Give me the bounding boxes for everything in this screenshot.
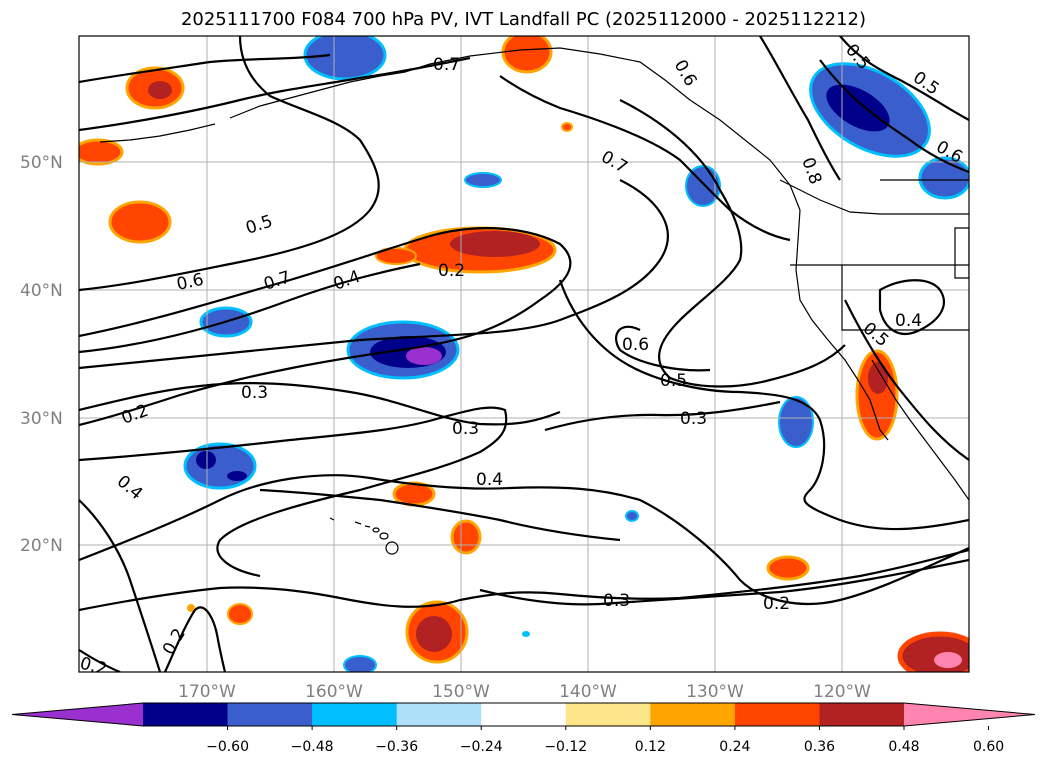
colorbar-extension-high	[904, 703, 1035, 726]
colorbar-tick-label: 0.12	[635, 739, 666, 755]
map-title: 2025111700 F084 700 hPa PV, IVT Landfall…	[180, 9, 867, 30]
contour-label: 0.3	[603, 591, 630, 611]
colorbar-segment	[481, 703, 567, 726]
contour-label: 0.4	[476, 470, 503, 490]
contour-label: 0.3	[241, 383, 268, 403]
colorbar-tick-label: −0.60	[206, 739, 249, 755]
lon-label: 170°W	[178, 682, 236, 702]
contour-label: 0.5	[660, 371, 687, 391]
colorbar: −0.60 −0.48 −0.36 −0.24 −0.12 0.12 0.24 0.36 0.4…	[11, 702, 1036, 755]
contour-labels: 0.7 0.7 0.5 0.5 0.6 0.8 0.5 0.6 0.7 0.4 …	[78, 40, 966, 680]
colorbar-segment	[819, 703, 905, 726]
contour-label: 0.3	[452, 419, 479, 439]
latitude-labels: 50°N 40°N 30°N 20°N	[20, 153, 63, 556]
colorbar-tick-label: 0.36	[804, 739, 835, 755]
colorbar-segment	[734, 703, 820, 726]
lon-label: 150°W	[432, 682, 490, 702]
colorbar-tick-label: −0.36	[375, 739, 418, 755]
contour-label: 0.2	[763, 594, 790, 614]
longitude-labels: 170°W 160°W 150°W 140°W 130°W 120°W	[178, 682, 871, 702]
coastlines	[99, 47, 969, 501]
contour-label: 0.6	[622, 335, 649, 355]
map-frame	[78, 35, 970, 673]
pv-contours	[79, 36, 969, 672]
hawaii-islands	[329, 517, 399, 555]
lon-label: 120°W	[813, 682, 871, 702]
contour-label: 0.4	[895, 311, 922, 331]
lat-label: 30°N	[20, 409, 63, 429]
colorbar-tick-label: 0.24	[719, 739, 750, 755]
colorbar-segment	[227, 703, 313, 726]
contour-label: 0.2	[438, 261, 465, 281]
contour-label: 0.2	[78, 654, 109, 680]
colorbar-segment	[565, 703, 651, 726]
colorbar-tick-label: −0.48	[291, 739, 334, 755]
colorbar-extension-low	[12, 703, 143, 726]
graticule	[79, 36, 969, 672]
lat-label: 50°N	[20, 153, 63, 173]
colorbar-tick-label: 0.60	[973, 739, 1004, 755]
contour-label: 0.3	[680, 409, 707, 429]
colorbar-tick-label: −0.24	[460, 739, 503, 755]
colorbar-segment	[396, 703, 482, 726]
colorbar-segment	[650, 703, 736, 726]
contour-label: 0.7	[433, 55, 460, 75]
colorbar-segment	[312, 703, 398, 726]
colorbar-segment	[143, 703, 229, 726]
colorbar-outline	[11, 702, 1036, 727]
lat-label: 20°N	[20, 536, 63, 556]
colorbar-tick-label: −0.12	[544, 739, 587, 755]
lon-label: 140°W	[559, 682, 617, 702]
lon-label: 160°W	[305, 682, 363, 702]
lat-label: 40°N	[20, 281, 63, 301]
colorbar-tick-label: 0.48	[888, 739, 919, 755]
lon-label: 130°W	[686, 682, 744, 702]
